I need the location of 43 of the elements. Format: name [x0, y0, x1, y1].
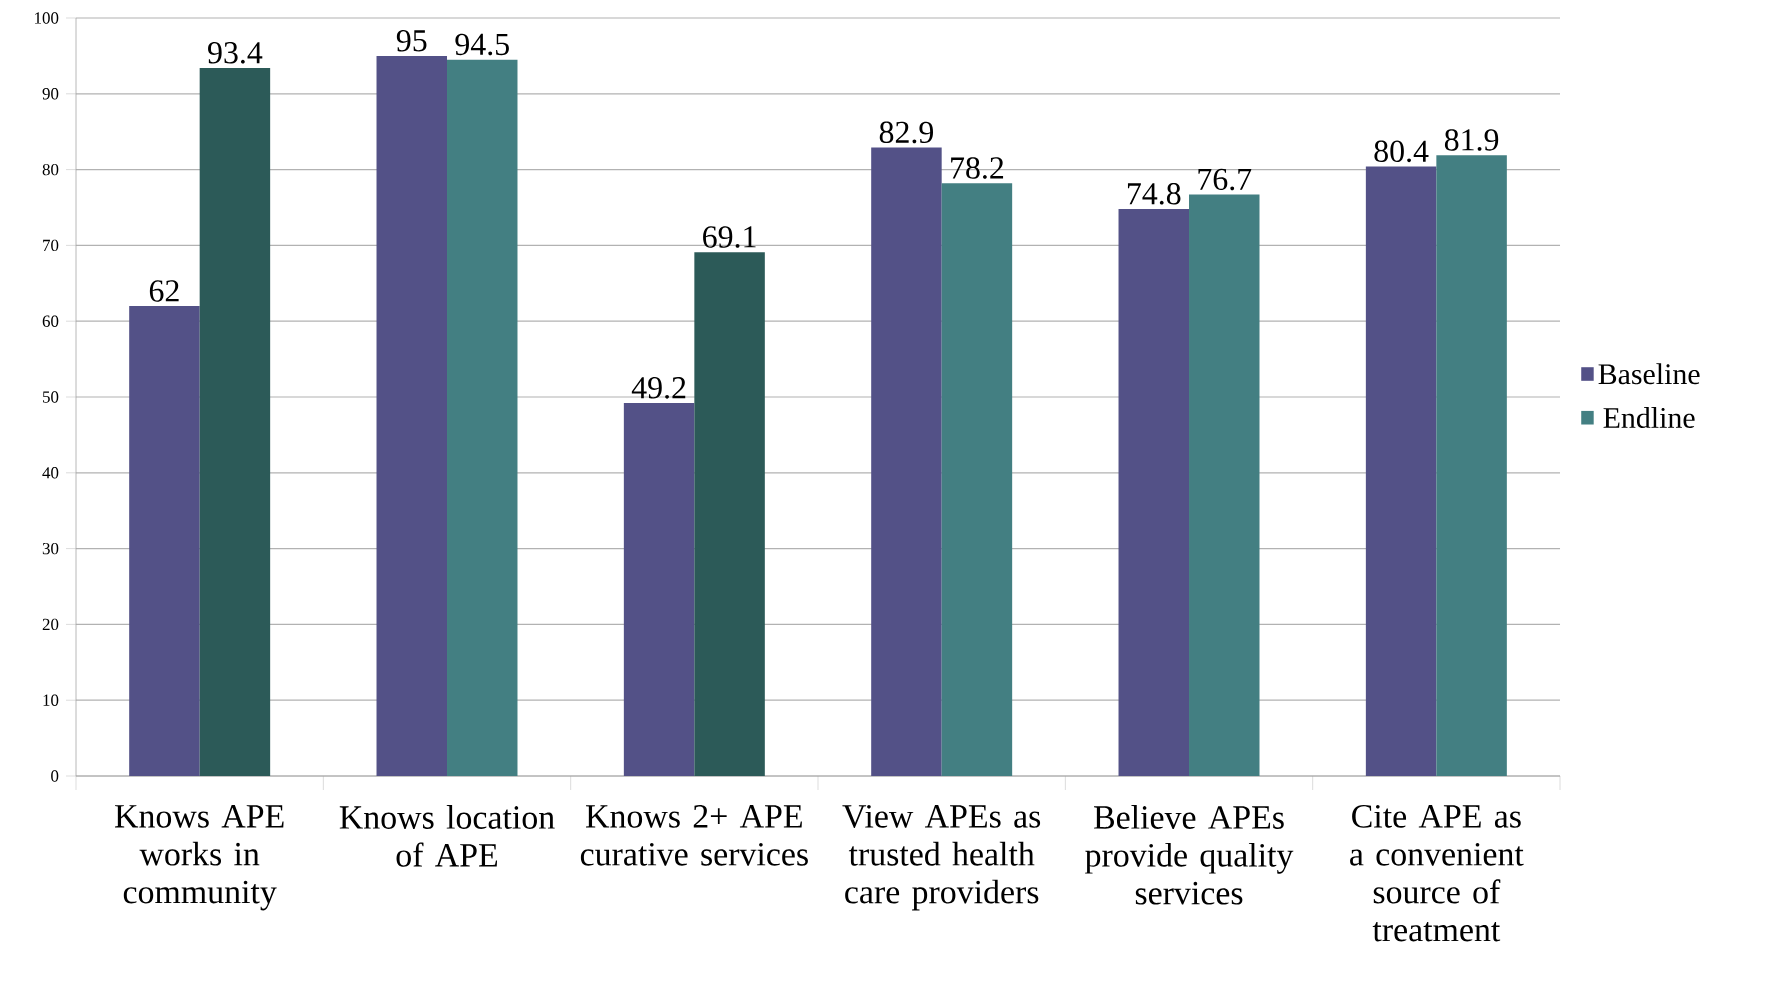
data-label: 94.5 [455, 33, 509, 56]
bar [1118, 209, 1190, 776]
y-tick-label: 30 [42, 542, 59, 555]
bar [1189, 194, 1260, 776]
y-tick-label: 50 [42, 391, 59, 403]
x-tick-label: Believe APEs provide quality services [1085, 805, 1294, 905]
x-tick-label: Knows location of APE [339, 805, 555, 867]
y-tick-label: 60 [42, 315, 59, 327]
y-tick-label: 100 [35, 12, 59, 24]
data-label: 69.1 [703, 226, 756, 248]
bar [694, 252, 765, 776]
y-tick-label: 80 [42, 163, 59, 176]
y-tick-label: 0 [51, 770, 59, 782]
data-label: 93.4 [208, 42, 263, 64]
legend-label: Baseline [1598, 363, 1700, 385]
x-tick-label: Knows 2+ APE curative services [580, 805, 808, 866]
bar [447, 59, 518, 776]
data-label: 82.9 [879, 121, 934, 144]
bar [941, 183, 1013, 776]
y-tick-label: 70 [43, 239, 59, 252]
x-tick-label: Knows APE works in community [115, 805, 284, 911]
y-tick-label: 90 [42, 88, 59, 100]
data-label: 80.4 [1374, 140, 1429, 163]
data-label: 49.2 [631, 377, 686, 399]
bar [376, 55, 448, 776]
y-tick-label: 10 [43, 694, 59, 706]
x-tick-label: Cite APE as a convenient source of treatment [1350, 805, 1524, 942]
data-label: 62 [149, 280, 179, 302]
data-label: 95 [396, 30, 427, 52]
x-tick-label: View APEs as trusted health care providers [842, 805, 1041, 911]
bar [623, 403, 695, 776]
legend-label: Endline [1603, 407, 1695, 428]
data-label: 76.7 [1198, 168, 1252, 191]
bar [871, 147, 942, 776]
bar [129, 306, 200, 776]
y-tick-label: 20 [42, 618, 59, 631]
data-label: 78.2 [951, 157, 1004, 179]
y-tick-label: 40 [42, 467, 59, 479]
data-label: 74.8 [1127, 182, 1181, 205]
data-label: 81.9 [1444, 129, 1499, 151]
bar [1436, 155, 1507, 776]
bar [1365, 166, 1437, 776]
bar [199, 68, 271, 776]
